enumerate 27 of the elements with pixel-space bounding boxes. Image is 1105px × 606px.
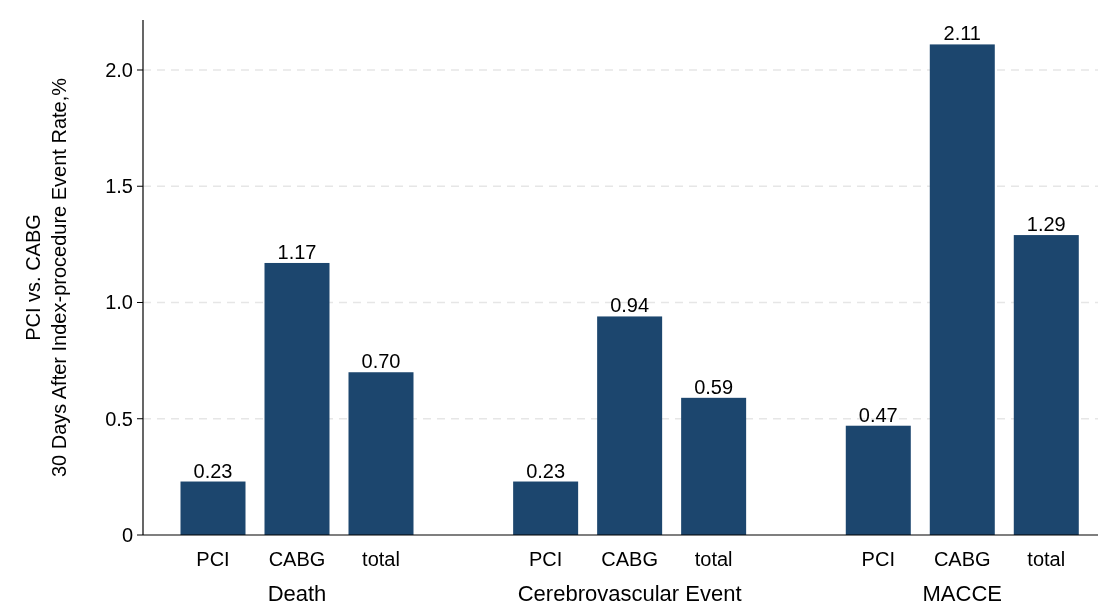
y-axis-title: PCI vs. CABG 30 Days After Index-procedure Event Rate,%	[22, 77, 70, 478]
y-tick-label: 0	[121, 524, 133, 546]
data-label: 0.23	[193, 459, 233, 482]
data-label: 0.94	[610, 294, 650, 317]
x-tick-label: total	[362, 548, 400, 570]
x-tick-label: CABG	[933, 548, 991, 570]
y-tick-label: 1.5	[105, 175, 133, 198]
x-tick-label: PCI	[861, 548, 895, 570]
x-tick-label: CABG	[601, 548, 658, 570]
data-label: 1.29	[1026, 213, 1066, 236]
data-label: 0.70	[361, 350, 401, 373]
data-label: 0.47	[858, 403, 898, 426]
y-tick-label: 2.0	[105, 58, 133, 81]
x-tick-label: PCI	[196, 548, 230, 570]
y-tick-label: 0.5	[105, 407, 133, 430]
x-tick-label: PCI	[528, 548, 563, 570]
x-tick-label: total	[1027, 548, 1066, 570]
data-label: 1.17	[277, 240, 317, 263]
text: Cerebrovascular Event	[517, 581, 742, 606]
data-label: 0.23	[526, 459, 566, 482]
y-tick-label: 1.0	[105, 291, 133, 314]
text: MACCE	[922, 581, 1003, 606]
data-label: 0.59	[694, 375, 734, 398]
data-label: 2.11	[943, 22, 982, 45]
x-tick-label: CABG	[268, 548, 326, 570]
text: Death	[267, 581, 327, 606]
x-tick-label: total	[694, 548, 733, 570]
